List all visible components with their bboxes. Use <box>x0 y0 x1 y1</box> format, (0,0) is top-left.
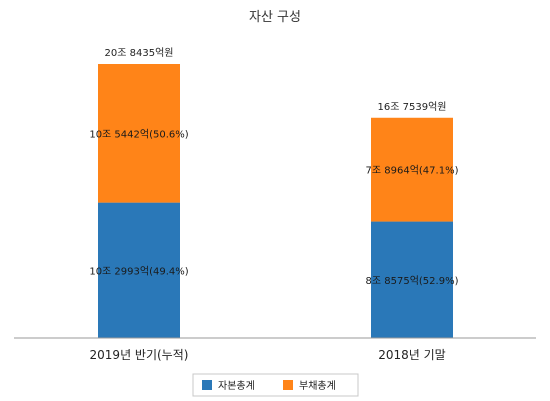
bar-segment-liabilities-0 <box>98 64 180 203</box>
legend: 자본총계 부채총계 <box>192 373 359 397</box>
legend-swatch-0 <box>202 380 212 390</box>
legend-swatch-1 <box>283 380 293 390</box>
legend-label-1: 부채총계 <box>299 380 336 392</box>
legend-box <box>192 373 359 397</box>
x-tick-label: 2018년 기말 <box>378 348 445 362</box>
bar-segment-liabilities-1 <box>371 117 453 222</box>
chart-title: 자산 구성 <box>249 10 301 25</box>
total-label: 20조 8435억원 <box>105 47 174 59</box>
total-label: 16조 7539억원 <box>378 101 447 113</box>
x-tick-label: 2019년 반기(누적) <box>90 348 189 362</box>
segment-label: 8조 8575억(52.9%) <box>366 275 459 287</box>
legend-label-0: 자본총계 <box>218 380 255 392</box>
segment-label: 10조 2993억(49.4%) <box>89 265 188 277</box>
bar-segment-equity-1 <box>371 221 453 338</box>
plot-area: 10조 2993억(49.4%) 10조 5442억(50.6%) 20조 8435… <box>89 47 458 362</box>
segment-label: 7조 8964억(47.1%) <box>366 165 459 177</box>
bar-segment-equity-0 <box>98 202 180 338</box>
segment-label: 10조 5442억(50.6%) <box>89 128 188 140</box>
